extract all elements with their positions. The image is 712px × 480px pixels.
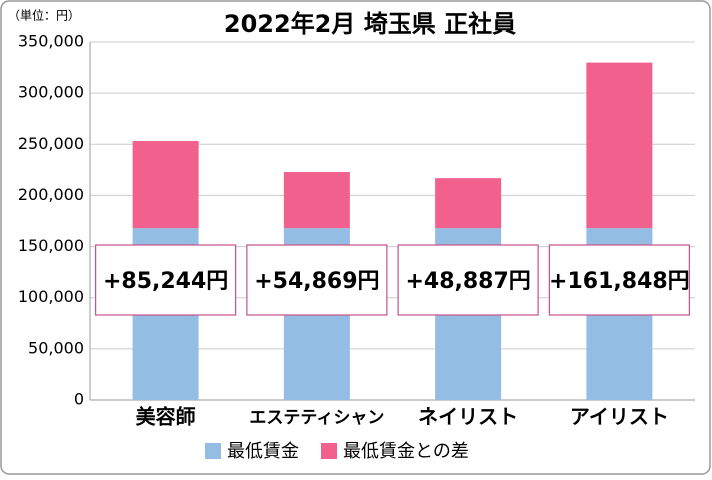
value-label-box [397, 244, 539, 316]
y-tick-label: 150,000 [18, 236, 84, 255]
y-tick-label: 50,000 [28, 338, 84, 357]
y-tick-label: 100,000 [18, 287, 84, 306]
value-label-box [95, 244, 237, 316]
chart-title: 2022年2月 埼玉県 正社員 [224, 10, 516, 38]
y-tick-label: 350,000 [18, 32, 84, 51]
x-tick-label: アイリスト [570, 405, 669, 429]
unit-label: （単位：円） [8, 8, 80, 23]
value-label-box [548, 244, 690, 316]
legend-label: 最低賃金 [227, 441, 299, 462]
x-tick-label: ネイリスト [418, 405, 518, 429]
legend-swatch [205, 443, 221, 459]
value-label: +161,848円 [549, 269, 690, 294]
value-label-box [246, 244, 388, 316]
value-label: +85,244円 [103, 269, 228, 294]
legend-swatch [321, 443, 337, 459]
legend-label: 最低賃金との差 [343, 441, 469, 462]
bar-segment [586, 62, 653, 229]
y-tick-label: 250,000 [18, 134, 84, 153]
y-tick-label: 300,000 [18, 83, 84, 102]
value-label: +48,887円 [405, 269, 530, 294]
x-tick-label: 美容師 [136, 405, 196, 429]
y-tick-label: 200,000 [18, 185, 84, 204]
bar-segment [132, 140, 199, 229]
value-label: +54,869円 [254, 269, 379, 294]
y-tick-label: 0 [74, 390, 84, 409]
x-tick-label: エステティシャン [249, 408, 384, 428]
bar-segment [283, 172, 350, 229]
bar-segment [435, 178, 502, 229]
